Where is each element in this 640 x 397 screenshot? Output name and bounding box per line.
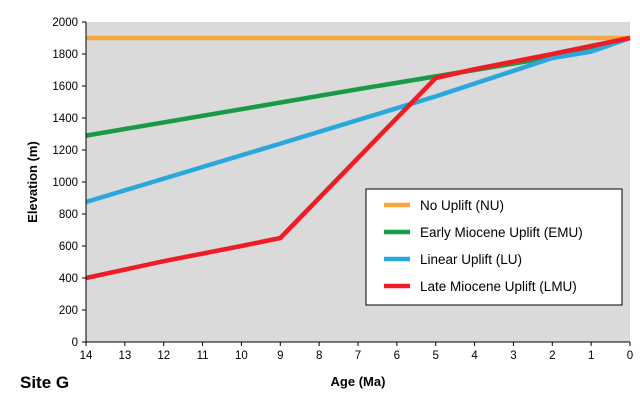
y-tick-label: 1600 — [52, 81, 78, 93]
x-tick-label: 4 — [471, 350, 478, 362]
legend-entries: No Uplift (NU) Early Miocene Uplift (EMU)… — [384, 198, 583, 294]
y-tick-label: 2000 — [52, 17, 78, 29]
x-tick-label: 14 — [80, 350, 93, 362]
y-tick-label: 800 — [59, 209, 78, 221]
x-tick-label: 5 — [433, 350, 439, 362]
y-tick-label: 200 — [59, 305, 78, 317]
y-tick-label: 600 — [59, 241, 78, 253]
series-lines — [85, 35, 631, 281]
series-line-3 — [85, 35, 631, 281]
x-tick-label: 12 — [157, 350, 170, 362]
y-tick-label: 0 — [72, 337, 78, 349]
x-tick-label: 9 — [277, 350, 283, 362]
x-tick-label: 8 — [316, 350, 322, 362]
series-line-2 — [85, 35, 631, 205]
legend: No Uplift (NU) Early Miocene Uplift (EMU)… — [365, 188, 623, 306]
x-tick-label: 13 — [118, 350, 131, 362]
legend-label-3: Late Miocene Uplift (LMU) — [420, 279, 577, 294]
x-tick-label: 0 — [627, 350, 633, 362]
y-tick-label: 1400 — [52, 113, 78, 125]
x-tick-label: 1 — [588, 350, 594, 362]
y-tick-label: 1000 — [52, 177, 78, 189]
legend-label-2: Linear Uplift (LU) — [420, 252, 522, 267]
x-tick-label: 11 — [197, 350, 209, 362]
x-tick-label: 6 — [394, 350, 400, 362]
x-tick-label: 7 — [355, 350, 361, 362]
y-tick-label: 1800 — [52, 49, 78, 61]
y-tick-label: 400 — [59, 273, 78, 285]
site-label: Site G — [20, 373, 69, 392]
y-axis-title: Elevation (m) — [25, 141, 40, 223]
axes — [82, 21, 631, 346]
legend-label-1: Early Miocene Uplift (EMU) — [420, 225, 583, 240]
legend-label-0: No Uplift (NU) — [420, 198, 504, 213]
x-tick-label: 2 — [549, 350, 555, 362]
x-axis-title: Age (Ma) — [331, 374, 386, 389]
x-tick-label: 10 — [235, 350, 248, 362]
x-tick-label: 3 — [510, 350, 516, 362]
y-tick-label: 1200 — [52, 145, 78, 157]
